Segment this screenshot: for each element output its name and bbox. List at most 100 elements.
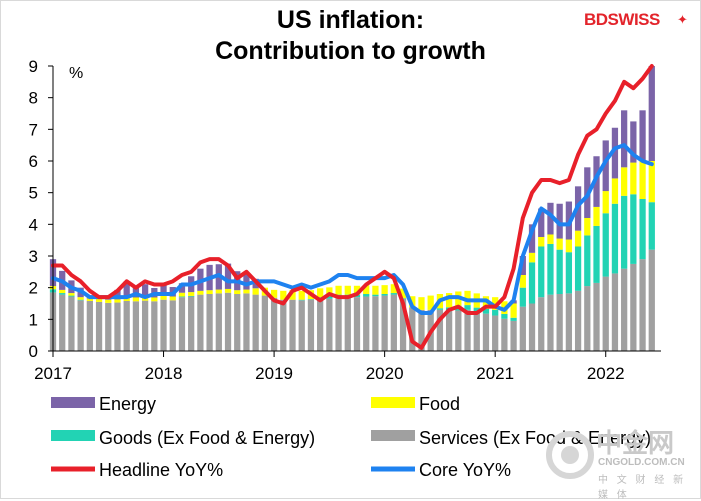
bar-services-30	[326, 298, 333, 351]
y-tick-label-4: 4	[29, 215, 38, 234]
bar-services-33	[353, 297, 361, 351]
bar-services-12	[160, 299, 167, 351]
bar-food-40	[418, 297, 425, 310]
bar-goods-59	[593, 225, 600, 283]
bar-energy-14	[178, 283, 186, 293]
bar-food-25	[280, 290, 287, 300]
bar-food-31	[335, 285, 342, 295]
bar-food-32	[344, 285, 351, 295]
bar-goods-3	[77, 299, 84, 301]
bar-services-57	[574, 290, 582, 351]
bar-goods-57	[574, 246, 582, 291]
bar-energy-64	[639, 110, 646, 161]
bar-food-63	[630, 162, 637, 195]
bar-goods-50	[510, 317, 517, 321]
watermark-url: CNGOLD.COM.CN	[598, 457, 685, 468]
bar-food-35	[372, 285, 379, 295]
bar-services-54	[547, 294, 554, 351]
bar-services-49	[501, 318, 508, 351]
bar-services-36	[381, 295, 388, 351]
bar-goods-34	[363, 294, 370, 297]
line-series-group	[51, 64, 654, 350]
x-tick-label-2018: 2018	[145, 364, 183, 383]
bar-services-34	[363, 296, 370, 351]
chart-title-line2: Contribution to growth	[215, 37, 486, 65]
bar-services-47	[482, 313, 490, 351]
bar-services-45	[464, 309, 471, 351]
bar-energy-65	[648, 66, 655, 161]
bar-food-58	[584, 218, 591, 236]
legend-label-headline: Headline YoY%	[99, 460, 223, 480]
bar-goods-15	[188, 295, 195, 297]
bar-energy-10	[141, 284, 149, 297]
bar-food-56	[565, 239, 573, 253]
bar-services-23	[261, 295, 269, 351]
bar-goods-55	[556, 249, 563, 294]
bar-services-3	[77, 300, 84, 351]
bar-food-34	[363, 285, 370, 294]
bar-services-20	[234, 294, 241, 351]
bar-services-39	[409, 307, 416, 351]
bar-goods-63	[630, 194, 637, 264]
legend-label-goods: Goods (Ex Food & Energy)	[99, 428, 315, 448]
chart-title: US inflation: Contribution to growth	[1, 5, 700, 67]
bar-energy-55	[556, 203, 563, 239]
bar-food-45	[464, 290, 471, 306]
bar-services-1	[59, 294, 66, 351]
bar-food-38	[399, 288, 407, 299]
bar-food-14	[178, 292, 186, 297]
bar-services-13	[169, 300, 176, 351]
bar-food-13	[169, 296, 176, 301]
bar-services-27	[298, 300, 305, 351]
bar-services-18	[215, 293, 222, 351]
bar-food-41	[427, 295, 434, 310]
brand-star-icon: ✦	[677, 12, 688, 27]
line-headline	[51, 64, 654, 350]
legend: Energy Food Goods (Ex Food & Energy) Ser…	[51, 394, 651, 480]
bar-food-51	[519, 275, 526, 288]
bar-services-14	[178, 297, 186, 351]
bar-services-64	[639, 259, 646, 351]
legend-label-core: Core YoY%	[419, 460, 511, 480]
brand-logo: BDSWISS	[584, 10, 660, 29]
bar-services-6	[105, 302, 112, 351]
watermark-subtitle: 中 文 财 经 新 媒 体	[598, 475, 687, 501]
bar-services-44	[455, 310, 462, 351]
bar-food-20	[234, 290, 241, 294]
bar-goods-30	[326, 296, 333, 299]
bar-services-43	[445, 310, 453, 351]
bar-food-36	[381, 285, 388, 294]
bar-food-61	[611, 178, 619, 204]
axis-ticks-group: 0 1 2 3 4 5 6 7 8 9 2017 2018 2019 2020 2021 2022	[29, 57, 625, 383]
bar-services-35	[372, 296, 379, 351]
x-tick-label-2022: 2022	[587, 364, 625, 383]
bar-food-60	[602, 191, 609, 214]
bar-services-31	[335, 297, 342, 351]
bar-food-29	[317, 288, 324, 298]
bar-services-29	[317, 298, 324, 351]
bar-food-1	[59, 289, 66, 294]
bar-services-40	[418, 309, 425, 351]
bar-food-3	[77, 297, 84, 300]
bar-services-63	[630, 263, 637, 351]
bar-services-15	[188, 296, 195, 351]
bar-food-12	[160, 295, 167, 300]
bar-energy-52	[528, 224, 536, 253]
bar-goods-35	[372, 294, 379, 297]
bar-services-25	[280, 299, 287, 351]
bar-food-15	[188, 292, 195, 296]
bar-services-22	[252, 294, 259, 351]
bar-goods-61	[611, 203, 619, 274]
bar-food-65	[648, 161, 655, 203]
bar-goods-14	[178, 296, 186, 298]
bar-energy-60	[602, 140, 609, 192]
y-tick-label-3: 3	[29, 247, 38, 266]
y-tick-label-1: 1	[29, 310, 38, 329]
bar-energy-19	[224, 263, 232, 289]
y-tick-label-0: 0	[29, 342, 38, 361]
y-tick-label-8: 8	[29, 89, 38, 108]
bar-food-43	[445, 293, 453, 308]
bar-services-52	[528, 303, 536, 351]
bar-energy-21	[243, 273, 250, 290]
bar-services-38	[399, 298, 407, 351]
